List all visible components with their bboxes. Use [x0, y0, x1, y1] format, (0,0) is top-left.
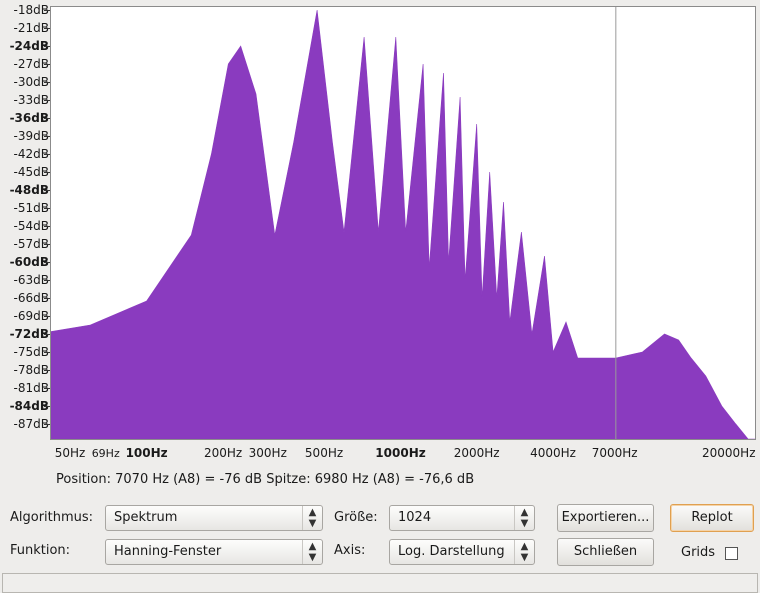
y-tick-mark [44, 172, 50, 173]
size-select-value: 1024 [398, 510, 431, 525]
y-tick-mark [44, 226, 50, 227]
x-tick-label: 200Hz [204, 446, 242, 460]
x-tick-label: 300Hz [249, 446, 287, 460]
position-readout: Position: 7070 Hz (A8) = -76 dB Spitze: … [56, 472, 474, 487]
x-tick-label: 7000Hz [592, 446, 638, 460]
algorithm-select-value: Spektrum [114, 510, 177, 525]
function-label: Funktion: [10, 543, 70, 558]
x-tick-label: 69Hz [92, 447, 120, 461]
updown-arrow-icon: ▲ ▼ [514, 540, 534, 564]
axis-label: Axis: [334, 543, 365, 558]
updown-arrow-icon: ▲ ▼ [302, 540, 322, 564]
y-tick-mark [44, 10, 50, 11]
y-tick-mark [44, 334, 50, 335]
y-tick-mark [44, 316, 50, 317]
size-label: Größe: [334, 510, 378, 525]
updown-arrow-icon: ▲ ▼ [514, 506, 534, 530]
y-tick-mark [44, 298, 50, 299]
y-tick-mark [44, 64, 50, 65]
updown-arrow-icon: ▲ ▼ [302, 506, 322, 530]
y-tick-mark [44, 424, 50, 425]
y-tick-mark [44, 262, 50, 263]
replot-button[interactable]: Replot [670, 504, 754, 532]
function-select-value: Hanning-Fenster [114, 544, 221, 559]
export-button[interactable]: Exportieren... [557, 504, 654, 532]
y-tick-mark [44, 208, 50, 209]
spectrum-chart [51, 7, 755, 439]
status-bar [2, 573, 758, 593]
y-tick-mark [44, 82, 50, 83]
y-tick-mark [44, 118, 50, 119]
function-select[interactable]: Hanning-Fenster ▲ ▼ [105, 539, 323, 565]
x-tick-label: 50Hz [55, 446, 86, 460]
axis-select-value: Log. Darstellung [398, 544, 505, 559]
x-tick-label: 500Hz [305, 446, 343, 460]
close-button[interactable]: Schließen [557, 538, 654, 566]
x-tick-label: 4000Hz [530, 446, 576, 460]
algorithm-label: Algorithmus: [10, 510, 93, 525]
y-tick-mark [44, 244, 50, 245]
y-tick-mark [44, 388, 50, 389]
grids-label: Grids [681, 545, 715, 560]
y-tick-mark [44, 46, 50, 47]
x-tick-label: 20000Hz [702, 446, 756, 460]
x-tick-label: 100Hz [126, 446, 168, 460]
y-tick-mark [44, 154, 50, 155]
y-tick-mark [44, 370, 50, 371]
y-tick-mark [44, 136, 50, 137]
spectrum-area [51, 10, 755, 439]
x-tick-label: 2000Hz [454, 446, 500, 460]
algorithm-select[interactable]: Spektrum ▲ ▼ [105, 505, 323, 531]
spectrum-plot[interactable] [50, 6, 756, 440]
axis-select[interactable]: Log. Darstellung ▲ ▼ [389, 539, 535, 565]
y-tick-mark [44, 190, 50, 191]
grids-checkbox[interactable] [725, 547, 738, 560]
x-tick-label: 1000Hz [375, 446, 425, 460]
size-select[interactable]: 1024 ▲ ▼ [389, 505, 535, 531]
y-tick-mark [44, 28, 50, 29]
y-tick-mark [44, 100, 50, 101]
y-tick-mark [44, 280, 50, 281]
y-tick-mark [44, 352, 50, 353]
y-tick-mark [44, 406, 50, 407]
